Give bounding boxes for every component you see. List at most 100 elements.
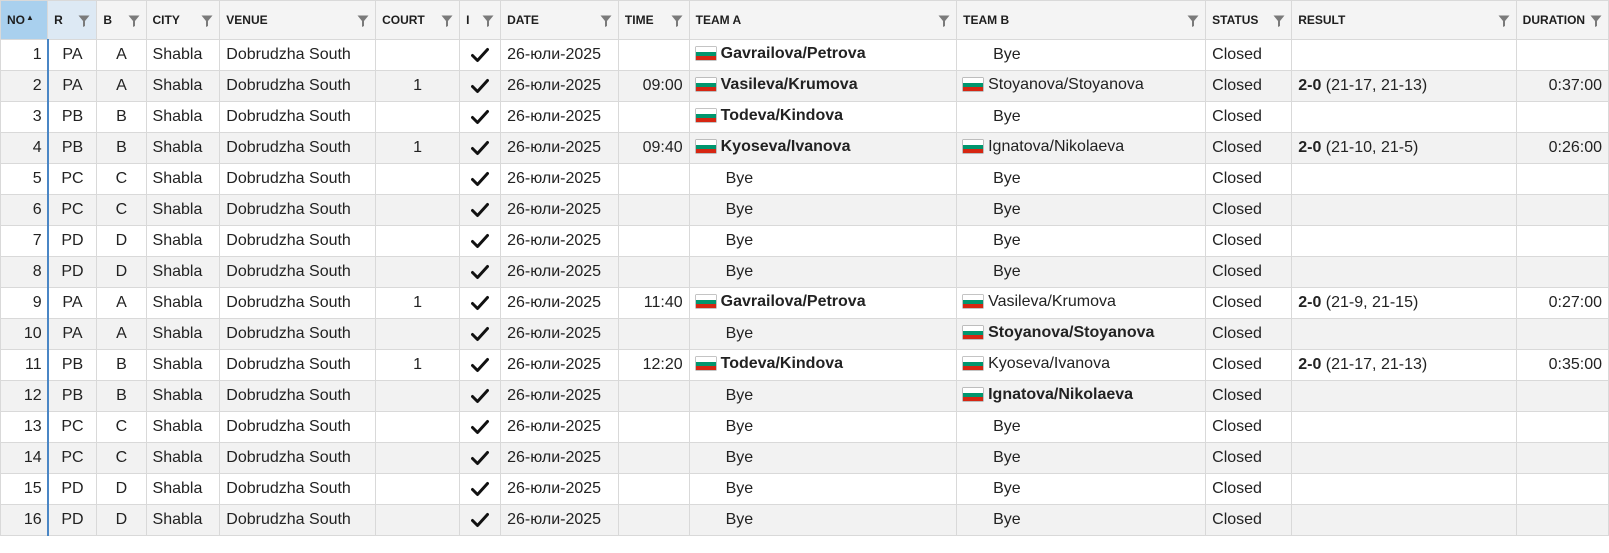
table-row[interactable]: 12 PB B Shabla Dobrudzha South 26-юли-2025 Bye… <box>0 380 1609 412</box>
cell-venue[interactable]: Dobrudzha South <box>219 163 377 195</box>
cell-no[interactable]: 16 <box>0 504 49 536</box>
cell-team-b[interactable]: Ignatova/Nikolaeva <box>956 380 1207 412</box>
cell-city[interactable]: Shabla <box>145 504 221 536</box>
cell-team-a[interactable]: Todeva/Kindova <box>688 349 958 381</box>
cell-bracket[interactable]: A <box>96 70 147 102</box>
cell-time[interactable] <box>617 225 690 257</box>
cell-check[interactable] <box>459 39 502 71</box>
cell-check[interactable] <box>459 473 502 505</box>
cell-date[interactable]: 26-юли-2025 <box>500 101 619 133</box>
cell-date[interactable]: 26-юли-2025 <box>500 70 619 102</box>
table-row[interactable]: 16 PD D Shabla Dobrudzha South 26-юли-2025 Bye… <box>0 504 1609 536</box>
cell-status[interactable]: Closed <box>1205 101 1293 133</box>
cell-result[interactable]: 2-0 (21-10, 21-5) <box>1291 132 1517 164</box>
cell-round[interactable]: PC <box>47 411 98 443</box>
cell-court[interactable] <box>375 318 461 350</box>
cell-venue[interactable]: Dobrudzha South <box>219 473 377 505</box>
cell-city[interactable]: Shabla <box>145 349 221 381</box>
cell-bracket[interactable]: D <box>96 473 147 505</box>
cell-round[interactable]: PA <box>47 318 98 350</box>
column-header-time[interactable]: TIME <box>617 0 690 40</box>
cell-venue[interactable]: Dobrudzha South <box>219 442 377 474</box>
filter-icon[interactable] <box>201 15 213 27</box>
cell-bracket[interactable]: B <box>96 349 147 381</box>
column-header-no[interactable]: NO▲ <box>0 0 49 40</box>
column-header-team-a[interactable]: TEAM A <box>688 0 958 40</box>
table-row[interactable]: 10 PA A Shabla Dobrudzha South 26-юли-2025 Bye… <box>0 318 1609 350</box>
cell-team-b[interactable]: Ignatova/Nikolaeva <box>956 132 1207 164</box>
cell-status[interactable]: Closed <box>1205 39 1293 71</box>
cell-team-a[interactable]: Bye <box>688 163 958 195</box>
filter-icon[interactable] <box>128 15 140 27</box>
cell-time[interactable]: 09:40 <box>617 132 690 164</box>
cell-team-b[interactable]: Bye <box>956 411 1207 443</box>
cell-team-b[interactable]: Bye <box>956 194 1207 226</box>
cell-check[interactable] <box>459 256 502 288</box>
cell-check[interactable] <box>459 442 502 474</box>
cell-time[interactable] <box>617 504 690 536</box>
cell-city[interactable]: Shabla <box>145 380 221 412</box>
table-row[interactable]: 3 PB B Shabla Dobrudzha South 26-юли-2025 Tode… <box>0 101 1609 133</box>
cell-team-a[interactable]: Kyoseva/Ivanova <box>688 132 958 164</box>
cell-bracket[interactable]: A <box>96 287 147 319</box>
cell-status[interactable]: Closed <box>1205 70 1293 102</box>
cell-round[interactable]: PB <box>47 349 98 381</box>
cell-court[interactable] <box>375 504 461 536</box>
filter-icon[interactable] <box>1273 15 1285 27</box>
cell-time[interactable] <box>617 473 690 505</box>
cell-bracket[interactable]: A <box>96 39 147 71</box>
cell-status[interactable]: Closed <box>1205 194 1293 226</box>
cell-date[interactable]: 26-юли-2025 <box>500 225 619 257</box>
cell-venue[interactable]: Dobrudzha South <box>219 225 377 257</box>
column-header-check[interactable]: I <box>459 0 502 40</box>
filter-icon[interactable] <box>482 15 494 27</box>
cell-round[interactable]: PD <box>47 225 98 257</box>
cell-court[interactable] <box>375 473 461 505</box>
cell-check[interactable] <box>459 163 502 195</box>
cell-round[interactable]: PB <box>47 132 98 164</box>
cell-check[interactable] <box>459 318 502 350</box>
cell-bracket[interactable]: D <box>96 225 147 257</box>
cell-city[interactable]: Shabla <box>145 287 221 319</box>
column-header-date[interactable]: DATE <box>500 0 619 40</box>
cell-court[interactable]: 1 <box>375 349 461 381</box>
cell-team-b[interactable]: Bye <box>956 256 1207 288</box>
cell-result[interactable] <box>1291 411 1517 443</box>
cell-team-a[interactable]: Bye <box>688 411 958 443</box>
cell-time[interactable] <box>617 380 690 412</box>
cell-duration[interactable]: 0:26:00 <box>1515 132 1609 164</box>
cell-no[interactable]: 4 <box>0 132 49 164</box>
cell-status[interactable]: Closed <box>1205 380 1293 412</box>
cell-team-b[interactable]: Bye <box>956 39 1207 71</box>
cell-team-b[interactable]: Stoyanova/Stoyanova <box>956 70 1207 102</box>
cell-check[interactable] <box>459 194 502 226</box>
cell-court[interactable] <box>375 225 461 257</box>
cell-time[interactable] <box>617 163 690 195</box>
cell-team-a[interactable]: Bye <box>688 318 958 350</box>
cell-duration[interactable] <box>1515 163 1609 195</box>
cell-result[interactable] <box>1291 39 1517 71</box>
cell-court[interactable] <box>375 256 461 288</box>
cell-city[interactable]: Shabla <box>145 101 221 133</box>
cell-result[interactable] <box>1291 256 1517 288</box>
column-header-r[interactable]: R <box>47 0 98 40</box>
cell-round[interactable]: PC <box>47 442 98 474</box>
cell-city[interactable]: Shabla <box>145 194 221 226</box>
cell-no[interactable]: 9 <box>0 287 49 319</box>
table-row[interactable]: 1 PA A Shabla Dobrudzha South 26-юли-2025 Gavr… <box>0 39 1609 71</box>
cell-team-a[interactable]: Bye <box>688 380 958 412</box>
cell-round[interactable]: PA <box>47 70 98 102</box>
cell-status[interactable]: Closed <box>1205 225 1293 257</box>
cell-status[interactable]: Closed <box>1205 349 1293 381</box>
cell-no[interactable]: 13 <box>0 411 49 443</box>
cell-court[interactable] <box>375 163 461 195</box>
cell-status[interactable]: Closed <box>1205 318 1293 350</box>
cell-time[interactable] <box>617 101 690 133</box>
column-header-b[interactable]: B <box>96 0 147 40</box>
filter-icon[interactable] <box>1187 15 1199 27</box>
cell-round[interactable]: PB <box>47 101 98 133</box>
cell-no[interactable]: 2 <box>0 70 49 102</box>
cell-duration[interactable] <box>1515 225 1609 257</box>
cell-venue[interactable]: Dobrudzha South <box>219 70 377 102</box>
cell-time[interactable]: 09:00 <box>617 70 690 102</box>
